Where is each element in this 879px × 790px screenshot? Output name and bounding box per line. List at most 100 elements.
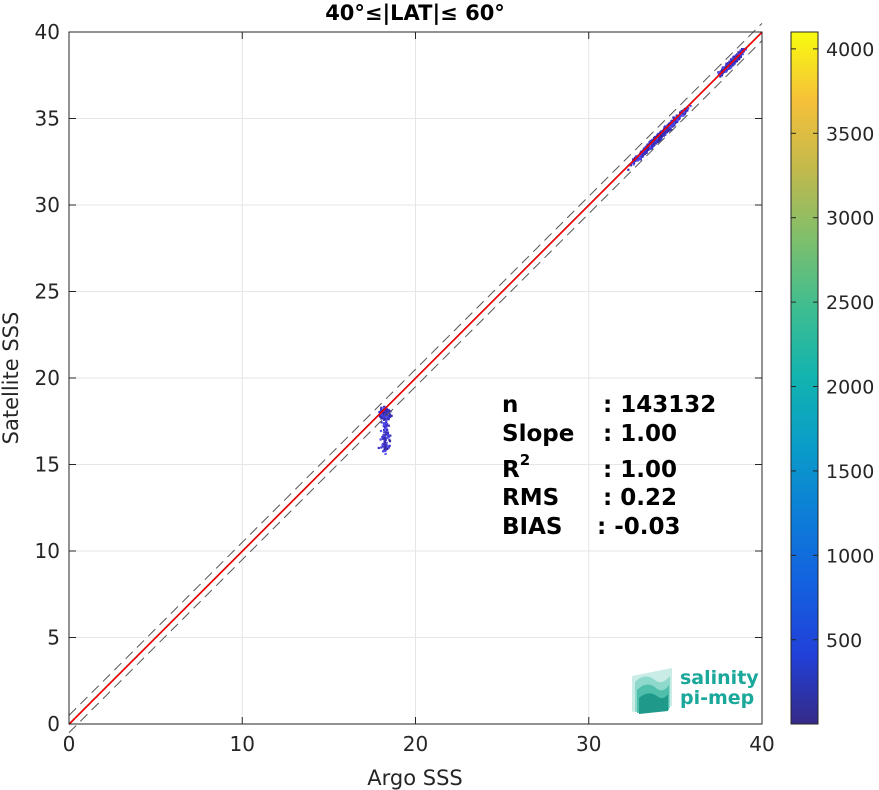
density-cell xyxy=(382,406,385,410)
density-cell xyxy=(742,48,745,51)
stat-value-bias: : -0.03 xyxy=(597,514,681,540)
density-cell xyxy=(682,112,685,115)
stat-label-r2: R2 xyxy=(502,451,530,483)
density-cell xyxy=(672,120,675,123)
colorbar-tick-label: 3500 xyxy=(826,123,874,145)
density-cell xyxy=(386,445,389,448)
density-cell xyxy=(661,133,664,136)
colorbar-tick-label: 2500 xyxy=(826,292,874,314)
stat-value-n: : 143132 xyxy=(603,392,716,418)
colorbar-tick-label: 4000 xyxy=(826,39,874,61)
density-cell xyxy=(657,139,660,142)
density-cell xyxy=(661,131,664,134)
density-cell xyxy=(669,124,672,127)
upper-bound-line xyxy=(68,22,763,716)
density-cell xyxy=(388,440,392,443)
density-cell xyxy=(730,65,733,68)
regression-line xyxy=(68,32,763,725)
density-cell xyxy=(384,446,387,449)
density-cell xyxy=(627,168,630,171)
stat-label-n: n xyxy=(502,392,518,418)
density-cell xyxy=(643,153,646,156)
density-cell xyxy=(682,110,685,113)
density-cell xyxy=(682,114,685,117)
density-cell xyxy=(679,111,682,114)
density-cell xyxy=(382,445,385,448)
y-tick-label: 5 xyxy=(47,626,60,650)
x-axis-label: Argo SSS xyxy=(367,766,462,790)
density-cell xyxy=(645,150,648,153)
density-cell xyxy=(384,412,387,415)
stat-value-r2: : 1.00 xyxy=(603,457,677,483)
density-cell xyxy=(635,155,638,158)
y-tick-label: 10 xyxy=(35,539,60,563)
y-tick-label: 25 xyxy=(35,280,60,304)
density-cell xyxy=(379,438,382,441)
density-cell xyxy=(382,415,385,418)
density-cell xyxy=(667,129,670,133)
density-cell xyxy=(382,422,385,425)
density-cell xyxy=(669,126,672,129)
density-cell xyxy=(678,114,681,117)
density-cell xyxy=(631,161,634,164)
x-axis-ticks: 0 10 20 30 40 xyxy=(63,32,775,756)
stat-label-slope: Slope xyxy=(502,421,574,447)
logo-text-salinity: salinity xyxy=(680,667,759,689)
density-cell xyxy=(659,134,662,137)
chart-title: 40°≤|LAT|≤ 60° xyxy=(325,1,505,26)
density-cell xyxy=(383,426,386,429)
density-cell xyxy=(382,411,385,414)
density-cell xyxy=(642,150,646,153)
density-cell xyxy=(385,433,388,436)
density-cell xyxy=(739,49,742,52)
stat-value-slope: : 1.00 xyxy=(603,421,677,447)
stat-label-r2-sup: 2 xyxy=(520,451,530,469)
density-cell xyxy=(728,61,731,64)
density-cell xyxy=(384,428,387,431)
x-tick-label: 40 xyxy=(749,732,774,756)
colorbar-tick-label: 2000 xyxy=(826,377,874,399)
density-cell xyxy=(384,431,387,434)
density-cell xyxy=(377,446,380,450)
density-cell xyxy=(720,74,723,77)
density-cell xyxy=(719,75,722,78)
y-axis-label: Satellite SSS xyxy=(0,312,23,445)
reference-lines xyxy=(68,22,763,734)
density-cell xyxy=(636,158,639,161)
density-cell xyxy=(741,53,744,56)
density-cell xyxy=(721,66,724,69)
salinity-pimep-logo: salinity pi-mep xyxy=(632,667,759,714)
density-cell xyxy=(387,446,390,449)
density-cell xyxy=(732,60,735,64)
density-cell xyxy=(383,435,386,438)
density-cell xyxy=(386,447,389,451)
y-tick-label: 15 xyxy=(35,453,60,477)
density-cell xyxy=(383,443,386,446)
density-cell xyxy=(638,158,641,161)
density-cell xyxy=(689,104,692,108)
density-cell xyxy=(633,159,636,162)
density-cell xyxy=(641,153,644,156)
density-cell xyxy=(380,417,383,420)
density-cell xyxy=(737,51,740,54)
density-cell xyxy=(380,414,383,417)
density-cell xyxy=(676,119,679,122)
density-cell xyxy=(732,57,735,60)
density-cell xyxy=(384,418,387,421)
density-cell xyxy=(684,109,687,112)
density-cell xyxy=(741,48,744,51)
density-cell xyxy=(640,153,643,156)
density-cell xyxy=(385,423,388,426)
density-cell xyxy=(645,147,648,150)
density-cell xyxy=(379,408,383,411)
stat-label-rms: RMS xyxy=(502,485,559,511)
colorbar-ticks: 500 1000 1500 2000 2500 3000 3500 4000 xyxy=(791,39,874,652)
density-cell xyxy=(639,158,642,161)
density-cell xyxy=(680,110,683,113)
density-cell xyxy=(380,406,383,409)
density-cell xyxy=(660,130,663,133)
density-cell xyxy=(735,59,738,63)
density-cell xyxy=(657,137,661,140)
density-cell xyxy=(384,452,387,455)
